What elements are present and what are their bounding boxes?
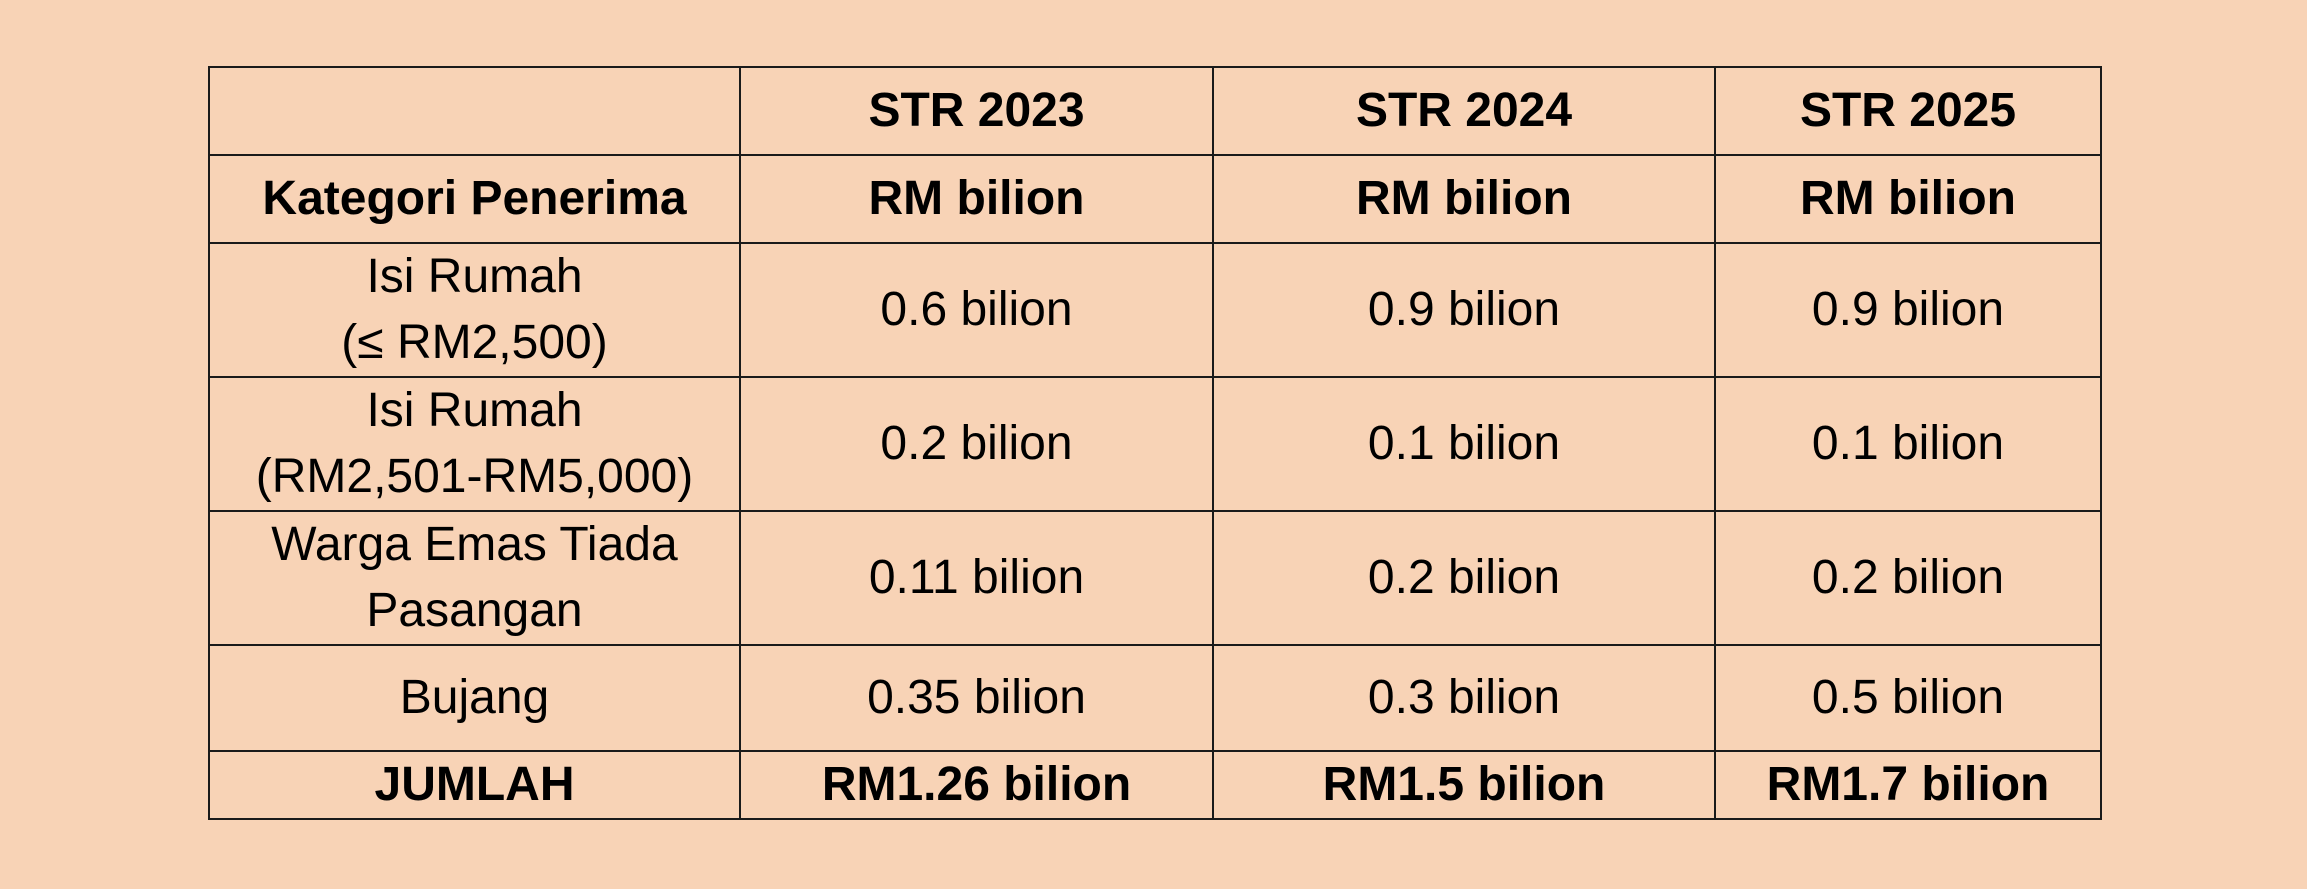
header-row-unit: Kategori Penerima RM bilion RM bilion RM… (208, 154, 2102, 244)
str-allocation-table: STR 2023 STR 2024 STR 2025 Kategori Pene… (208, 66, 2102, 820)
category-line-2: (≤ RM2,500) (341, 316, 608, 369)
table-row: Isi Rumah (RM2,501-RM5,000) 0.2 bilion 0… (208, 376, 2102, 512)
category-line-2: (RM2,501-RM5,000) (255, 450, 694, 503)
category-cell: Bujang (208, 644, 741, 752)
table-row: Isi Rumah (≤ RM2,500) 0.6 bilion 0.9 bil… (208, 242, 2102, 378)
table-row: Bujang 0.35 bilion 0.3 bilion 0.5 bilion (208, 644, 2102, 752)
total-2023: RM1.26 bilion (739, 750, 1214, 820)
value-cell-2023: 0.11 bilion (739, 510, 1214, 646)
total-2024: RM1.5 bilion (1212, 750, 1716, 820)
value-cell-2024: 0.3 bilion (1212, 644, 1716, 752)
value-cell-2024: 0.9 bilion (1212, 242, 1716, 378)
total-2025: RM1.7 bilion (1714, 750, 2102, 820)
header-empty-cell (208, 66, 741, 156)
value-cell-2024: 0.2 bilion (1212, 510, 1716, 646)
value-cell-2025: 0.9 bilion (1714, 242, 2102, 378)
value-cell-2023: 0.35 bilion (739, 644, 1214, 752)
total-row: JUMLAH RM1.26 bilion RM1.5 bilion RM1.7 … (208, 750, 2102, 820)
category-line-2: Pasangan (366, 584, 583, 637)
value-cell-2023: 0.6 bilion (739, 242, 1214, 378)
header-str-2023: STR 2023 (739, 66, 1214, 156)
header-unit-2023: RM bilion (739, 154, 1214, 244)
category-cell: Isi Rumah (RM2,501-RM5,000) (208, 376, 741, 512)
value-cell-2025: 0.2 bilion (1714, 510, 2102, 646)
total-label: JUMLAH (208, 750, 741, 820)
header-kategori-penerima: Kategori Penerima (208, 154, 741, 244)
header-str-2025: STR 2025 (1714, 66, 2102, 156)
header-row-year: STR 2023 STR 2024 STR 2025 (208, 66, 2102, 156)
category-line-1: Isi Rumah (366, 384, 583, 437)
category-cell: Warga Emas Tiada Pasangan (208, 510, 741, 646)
header-unit-2024: RM bilion (1212, 154, 1716, 244)
value-cell-2025: 0.5 bilion (1714, 644, 2102, 752)
value-cell-2023: 0.2 bilion (739, 376, 1214, 512)
category-line-1: Warga Emas Tiada (271, 518, 678, 571)
category-cell: Isi Rumah (≤ RM2,500) (208, 242, 741, 378)
header-str-2024: STR 2024 (1212, 66, 1716, 156)
value-cell-2024: 0.1 bilion (1212, 376, 1716, 512)
table-row: Warga Emas Tiada Pasangan 0.11 bilion 0.… (208, 510, 2102, 646)
header-unit-2025: RM bilion (1714, 154, 2102, 244)
category-line-1: Isi Rumah (366, 250, 583, 303)
value-cell-2025: 0.1 bilion (1714, 376, 2102, 512)
